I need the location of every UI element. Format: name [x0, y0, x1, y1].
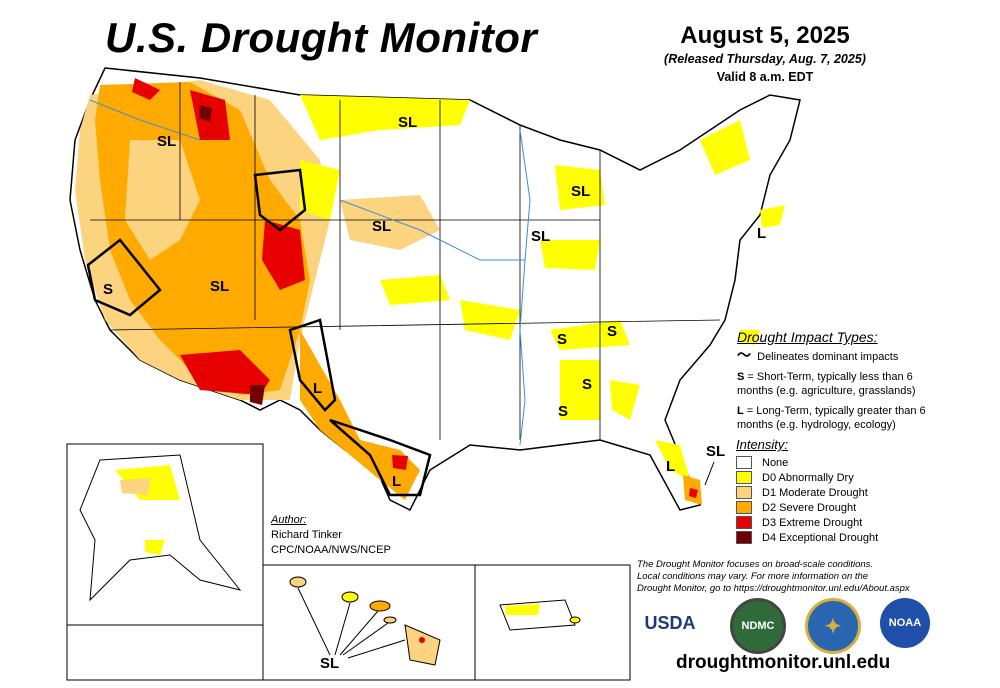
legend-item-none: None: [736, 455, 878, 470]
map-title: U.S. Drought Monitor: [105, 14, 538, 61]
release-date: (Released Thursday, Aug. 7, 2025): [664, 52, 866, 66]
author-heading: Author:: [271, 514, 307, 526]
noaa-logo: NOAA: [880, 598, 930, 648]
label-s: S: [558, 403, 568, 420]
label-l: L: [666, 458, 675, 475]
eagle-icon: ✦: [824, 615, 842, 638]
label-sl: SL: [398, 114, 417, 131]
legend-item-d4: D4 Exceptional Drought: [736, 530, 878, 545]
drought-areas: [75, 78, 785, 505]
swatch-d1: [736, 486, 752, 499]
ndmc-logo-text: NDMC: [741, 620, 775, 632]
swatch-d2: [736, 501, 752, 514]
swatch-none: [736, 456, 752, 469]
legend-label: D1 Moderate Drought: [762, 486, 868, 499]
author-name: Richard Tinker: [271, 529, 342, 541]
swatch-d0: [736, 471, 752, 484]
legend-label: D0 Abnormally Dry: [762, 471, 854, 484]
intensity-legend: Intensity: None D0 Abnormally Dry D1 Mod…: [736, 437, 878, 545]
impact-legend: Drought Impact Types: 〜 Delineates domin…: [737, 330, 947, 438]
author-block: Author: Richard Tinker CPC/NOAA/NWS/NCEP: [271, 513, 391, 558]
label-sl: SL: [531, 228, 550, 245]
note-line: Drought Monitor, go to https://droughtmo…: [637, 583, 910, 594]
note-line: Local conditions may vary. For more info…: [637, 571, 869, 582]
label-sl: SL: [210, 278, 229, 295]
ndmc-logo: NDMC: [730, 598, 786, 654]
inset-frames: [66, 443, 631, 681]
author-org: CPC/NOAA/NWS/NCEP: [271, 544, 391, 556]
disclaimer-note: The Drought Monitor focuses on broad-sca…: [637, 559, 910, 595]
short-term-key: S: [737, 371, 745, 383]
label-sl: SL: [571, 183, 590, 200]
map-date: August 5, 2025: [680, 22, 850, 49]
usda-logo: USDA: [644, 598, 696, 648]
delineates-text: Delineates dominant impacts: [757, 351, 899, 363]
label-sl: SL: [706, 443, 725, 460]
legend-item-d2: D2 Severe Drought: [736, 500, 878, 515]
hawaii-inset: SL: [289, 576, 441, 672]
alaska-inset: [79, 454, 242, 602]
label-s: S: [557, 331, 567, 348]
rivers: [89, 99, 531, 446]
long-term-key: L: [737, 405, 744, 417]
swatch-d4: [736, 531, 752, 544]
legend-label: D2 Severe Drought: [762, 501, 857, 514]
long-term-text: = Long-Term, typically greater than 6 mo…: [737, 405, 926, 431]
label-l: L: [313, 380, 322, 397]
legend-item-d0: D0 Abnormally Dry: [736, 470, 878, 485]
impact-labels: SL SL SL SL SL SL S L S S S S L L L SL: [103, 114, 766, 490]
label-s: S: [103, 281, 113, 298]
label-l: L: [392, 473, 401, 490]
legend-item-d3: D3 Extreme Drought: [736, 515, 878, 530]
impact-heading: Drought Impact Types:: [737, 329, 878, 345]
legend-label: None: [762, 456, 789, 469]
label-s: S: [607, 323, 617, 340]
usda-logo-text: USDA: [644, 612, 696, 633]
label-l: L: [757, 225, 766, 242]
swatch-d3: [736, 516, 752, 529]
label-sl: SL: [157, 133, 176, 150]
short-term-text: = Short-Term, typically less than 6 mont…: [737, 371, 916, 397]
website-url[interactable]: droughtmonitor.unl.edu: [676, 652, 891, 673]
noaa-logo-text: NOAA: [888, 617, 922, 629]
legend-label: D4 Exceptional Drought: [762, 531, 879, 544]
label-s: S: [582, 376, 592, 393]
intensity-heading: Intensity:: [736, 437, 789, 452]
state-boundaries: [90, 82, 721, 440]
label-sl-hawaii: SL: [320, 655, 339, 672]
label-sl: SL: [372, 218, 391, 235]
valid-time: Valid 8 a.m. EDT: [716, 70, 814, 84]
legend-label: D3 Extreme Drought: [762, 516, 863, 529]
legend-item-d1: D1 Moderate Drought: [736, 485, 878, 500]
delineation-line-icon: 〜: [737, 347, 751, 363]
puerto-rico-inset: [499, 599, 581, 631]
note-line: The Drought Monitor focuses on broad-sca…: [637, 559, 874, 570]
commerce-seal-logo: ✦: [805, 598, 861, 654]
